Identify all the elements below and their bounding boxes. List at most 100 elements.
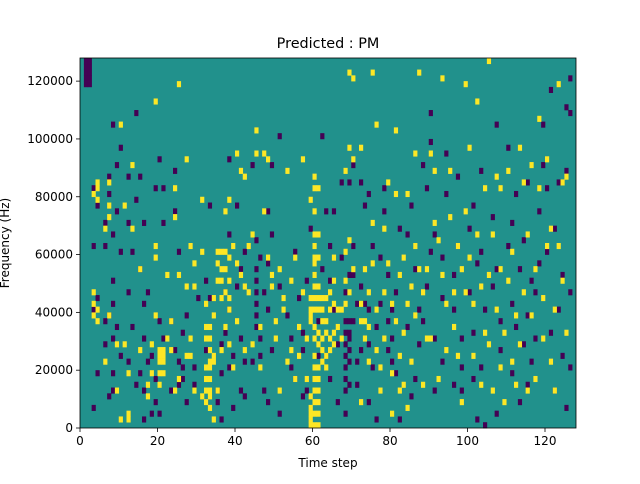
heatmap-cell-high [211,312,216,319]
heatmap-cell-high [347,144,352,151]
heatmap-cell-high [176,271,182,278]
heatmap-cell-low [393,289,399,296]
heatmap-cell-low [111,121,116,128]
heatmap-cell-low [238,266,244,273]
heatmap-cell-high [219,277,224,284]
heatmap-cell-low [111,300,116,307]
heatmap-cell-high [351,156,356,163]
heatmap-cell-high [343,167,348,174]
heatmap-cell-high [328,306,333,313]
heatmap-cell-high [331,341,337,348]
heatmap-cell-low [440,295,445,302]
heatmap-cell-low [142,335,147,342]
heatmap-cell-low [103,219,108,226]
heatmap-cell-low [533,335,538,342]
heatmap-cell-high [277,387,282,394]
heatmap-cell-high [258,364,263,371]
heatmap-cell-high [316,387,321,394]
heatmap-cell-high [320,358,325,365]
heatmap-cell-low [440,254,445,261]
heatmap-cell-high [316,254,321,261]
heatmap-cell-high [320,306,325,313]
heatmap-cell-high [107,214,112,221]
heatmap-cell-low [161,185,166,192]
heatmap-cell-high [316,329,321,336]
heatmap-cell-low [564,104,569,111]
heatmap-cell-high [308,393,313,400]
heatmap-cell-low [231,352,236,359]
heatmap-cell-low [173,347,178,354]
heatmap-cell-high [533,266,538,273]
heatmap-cell-high [235,260,240,267]
heatmap-cell-low [382,208,387,215]
heatmap-cell-high [328,289,333,296]
heatmap-cell-high [436,375,441,383]
heatmap-cell-high [223,323,228,331]
heatmap-cell-high [149,341,154,348]
heatmap-cell-low [386,318,391,325]
y-tick-label: 80000 [35,190,73,204]
heatmap-cell-low [525,312,530,319]
heatmap-cell-high [479,283,484,290]
heatmap-cell-high [545,156,550,163]
heatmap-cell-low [91,243,96,250]
heatmap-cell-high [312,295,317,302]
heatmap-cell-high [498,185,503,192]
heatmap-cell-high [359,144,364,151]
heatmap-cell-low [560,352,565,359]
heatmap-cell-high [370,219,375,226]
heatmap-cell-low [153,399,158,406]
heatmap-cell-high [362,335,368,342]
heatmap-cell-low [490,283,495,290]
heatmap-cell-high [312,323,317,331]
heatmap-cell-high [312,208,317,215]
heatmap-cell-high [250,341,255,348]
heatmap-cell-low [184,312,189,319]
heatmap-cell-low [444,150,449,157]
heatmap-cell-low [235,283,240,290]
heatmap-cell-high [204,323,209,331]
heatmap-cell-high [223,248,228,255]
heatmap-cell-high [308,318,313,325]
heatmap-cell-low [114,162,120,169]
heatmap-cell-high [312,271,317,278]
heatmap-cell-high [347,69,352,76]
heatmap-cell-high [397,352,402,359]
heatmap-cell-low [378,254,383,261]
heatmap-cell-high [157,358,162,365]
heatmap-cell-low [231,404,236,411]
heatmap-cell-low [227,364,232,371]
heatmap-cell-high [138,266,143,273]
heatmap-cell-high [316,410,321,417]
heatmap-cell-high [238,167,244,174]
heatmap-cell-low [541,162,546,169]
heatmap-cell-low [545,185,550,192]
heatmap-cell-low [149,352,154,359]
heatmap-cell-low [366,341,371,348]
heatmap-cell-high [490,387,495,394]
heatmap-cell-high [428,335,433,342]
heatmap-cell-high [153,243,158,250]
heatmap-cell-low [87,69,92,76]
heatmap-cell-high [308,196,313,203]
heatmap-cell-high [207,347,213,354]
heatmap-cell-high [219,347,224,354]
heatmap-cell-low [517,266,523,273]
heatmap-cell-high [207,358,213,365]
heatmap-cell-low [452,271,457,278]
heatmap-cell-low [114,323,120,331]
heatmap-cell-high [312,254,317,261]
heatmap-cell-low [277,283,282,290]
heatmap-cell-high [467,254,472,261]
heatmap-cell-high [467,144,472,151]
heatmap-cell-low [262,387,267,394]
heatmap-cell-high [173,214,178,221]
heatmap-cell-high [316,422,321,429]
heatmap-cell-high [242,283,247,290]
heatmap-cell-high [312,260,317,267]
heatmap-cell-low [254,237,259,244]
heatmap-cell-high [494,173,499,180]
heatmap-cell-high [320,295,325,302]
heatmap-cell-high [459,399,464,406]
heatmap-cell-high [548,225,554,232]
